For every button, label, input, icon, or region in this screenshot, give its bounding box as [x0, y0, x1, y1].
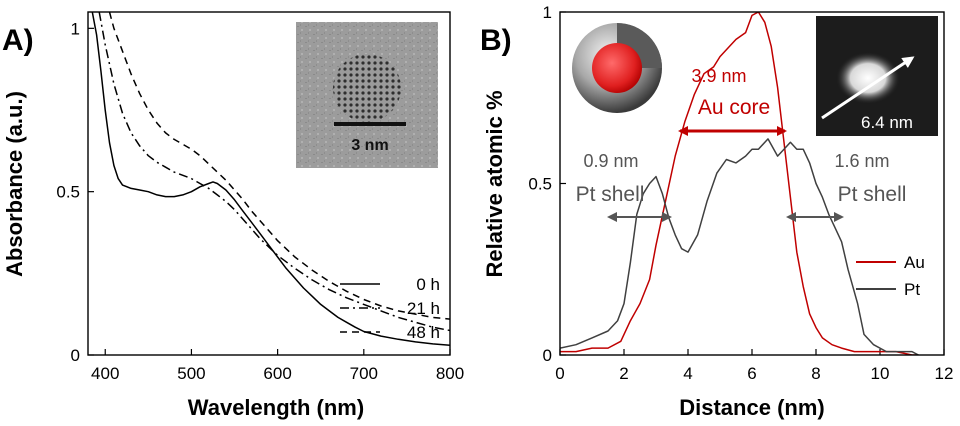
axes-a: 400 500 600 700 800 0 0.5 1 [56, 19, 464, 383]
y-tick-label-a: 0 [71, 346, 80, 365]
x-tick-label-b: 10 [871, 364, 890, 383]
x-tick-label-b: 4 [683, 364, 692, 383]
x-tick-label-a: 800 [436, 364, 464, 383]
left-shell-label: Pt shell [576, 183, 645, 206]
panel-a-label: A) [2, 24, 34, 57]
axes-b: 0 2 4 6 8 10 12 0 0.5 1 [528, 3, 953, 383]
panel-a: A) 3 nm 400 500 600 700 800 0 0.5 1 0 h 21 h 48 h… [2, 11, 464, 420]
series-line-au [560, 12, 919, 355]
series-group-b [560, 12, 919, 355]
x-tick-label-a: 400 [91, 364, 119, 383]
haadf-arrow [821, 56, 915, 120]
series-group-a [91, 12, 450, 346]
haadf-particle [836, 52, 900, 104]
x-tick-label-b: 12 [935, 364, 954, 383]
legend-label-au: Au [904, 253, 925, 272]
series-line-pt [560, 138, 919, 355]
x-axis-label-a: Wavelength (nm) [188, 395, 364, 420]
haadf-inset: 6.4 nm [816, 16, 938, 136]
y-tick-label-a: 0.5 [56, 183, 80, 202]
plot-frame-a [87, 11, 451, 356]
y-axis-label-a: Absorbance (a.u.) [2, 91, 27, 277]
y-tick-label-b: 0 [543, 346, 552, 365]
legend-label-0-h: 0 h [416, 275, 440, 294]
x-tick-label-b: 8 [811, 364, 820, 383]
legend-label-48-h: 48 h [407, 323, 440, 342]
right-shell-size: 1.6 nm [834, 151, 889, 171]
x-tick-label-b: 0 [555, 364, 564, 383]
x-tick-label-b: 2 [619, 364, 628, 383]
y-tick-label-b: 0.5 [528, 175, 552, 194]
series-line-21-h [98, 12, 450, 332]
y-tick-label-a: 1 [71, 19, 80, 38]
left-shell-size: 0.9 nm [583, 151, 638, 171]
panel-b-label: B) [480, 24, 512, 57]
y-axis-label-b: Relative atomic % [482, 90, 507, 277]
plot-frame-b [559, 11, 945, 356]
core-label: Au core [698, 96, 770, 119]
x-tick-label-b: 6 [747, 364, 756, 383]
x-tick-label-a: 500 [177, 364, 205, 383]
legend-label-21-h: 21 h [407, 299, 440, 318]
x-tick-label-a: 600 [263, 364, 291, 383]
annotations-b: 3.9 nm Au core 0.9 nm Pt shell 1.6 nm Pt… [576, 66, 907, 222]
legend-b: Au Pt [856, 253, 925, 299]
legend-label-pt: Pt [904, 280, 920, 299]
x-tick-label-a: 700 [350, 364, 378, 383]
tem-inset: 3 nm [296, 22, 438, 168]
right-shell-label: Pt shell [838, 183, 907, 206]
haadf-size-label: 6.4 nm [861, 113, 913, 132]
tem-scale-label: 3 nm [351, 137, 388, 154]
core-shell-schematic [572, 23, 662, 113]
nanoparticle-lattice [333, 54, 401, 122]
x-axis-label-b: Distance (nm) [679, 395, 824, 420]
series-line-0-h [91, 12, 450, 346]
panel-b: B) 6.4 nm 0 2 4 6 8 10 12 0 0.5 1 3.9 nm Au core … [480, 3, 953, 420]
y-tick-label-b: 1 [543, 3, 552, 22]
core-size-label: 3.9 nm [691, 66, 746, 86]
legend-a: 0 h 21 h 48 h [340, 275, 440, 342]
au-core-sphere [592, 43, 642, 93]
